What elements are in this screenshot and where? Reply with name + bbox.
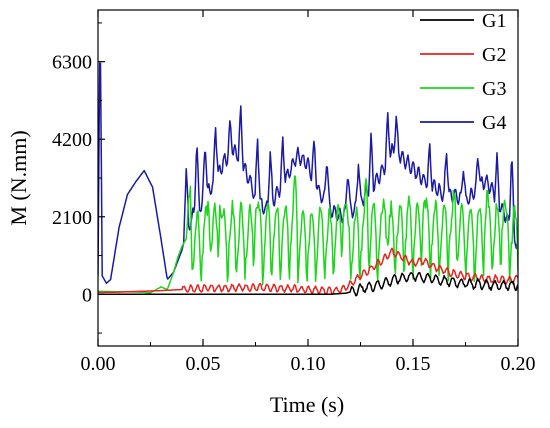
x-axis-title: Time (s) <box>270 392 344 417</box>
x-tick-label: 0.05 <box>186 353 221 375</box>
x-tick-label: 0.00 <box>81 353 116 375</box>
series-line-g2 <box>98 247 518 295</box>
y-tick-label: 6300 <box>52 52 92 74</box>
y-axis-title: M (N.mm) <box>6 130 31 225</box>
plot-border <box>97 9 519 347</box>
legend-label-g4: G4 <box>482 112 506 134</box>
x-tick-label: 0.15 <box>396 353 431 375</box>
x-tick-label: 0.10 <box>291 353 326 375</box>
axes-frame <box>97 9 519 347</box>
y-tick-label: 4200 <box>52 129 92 151</box>
legend-label-g1: G1 <box>482 10 506 32</box>
axis-ticks <box>97 10 519 346</box>
series-line-g1 <box>98 272 518 297</box>
axis-tick-labels: 0.00 0.05 0.10 0.15 0.20 0 2100 4200 6300 <box>52 52 536 375</box>
legend: G1 G2 G3 G4 <box>420 10 506 134</box>
legend-label-g2: G2 <box>482 44 506 66</box>
series-line-g3 <box>98 175 518 294</box>
y-tick-label: 2100 <box>52 207 92 229</box>
x-tick-label: 0.20 <box>501 353 536 375</box>
series-line-g4 <box>98 62 518 284</box>
legend-label-g3: G3 <box>482 78 506 100</box>
plot-lines <box>98 62 518 297</box>
y-tick-label: 0 <box>82 284 92 306</box>
